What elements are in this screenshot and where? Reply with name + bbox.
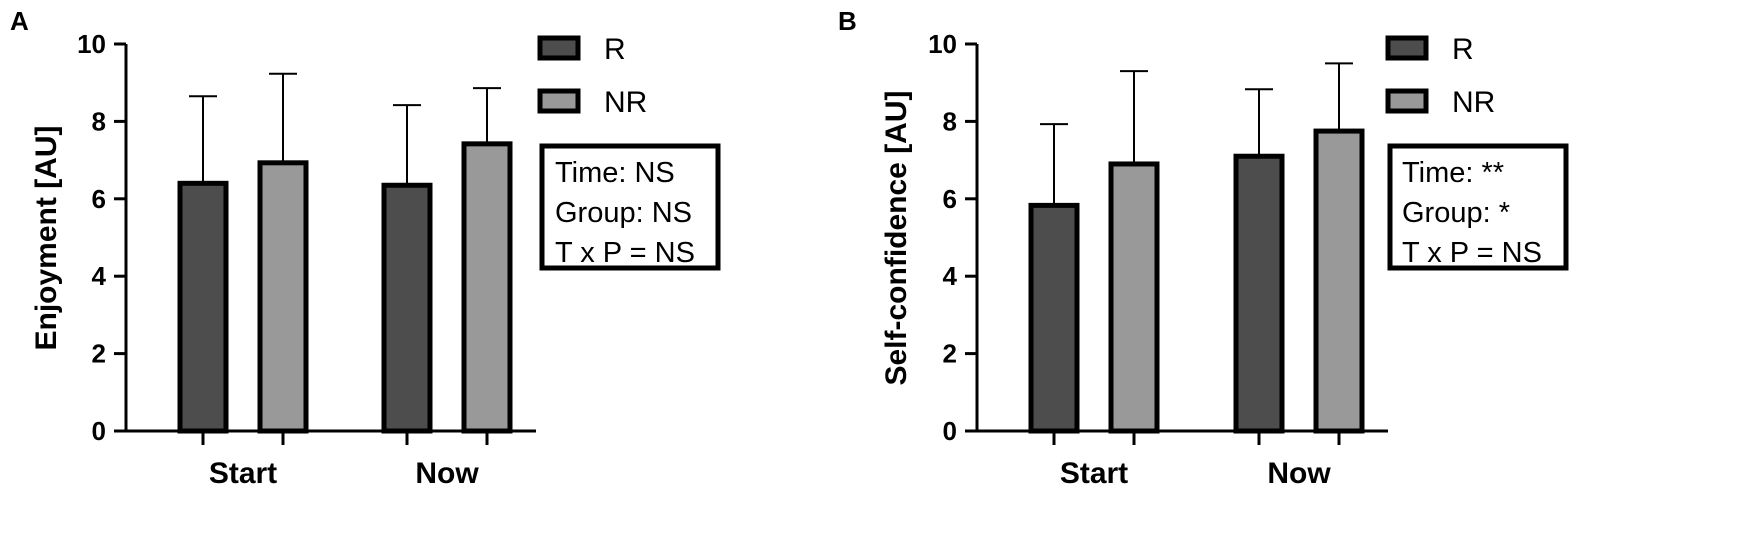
x-category-label: Now bbox=[1267, 457, 1331, 490]
bar-nr-start bbox=[1108, 161, 1160, 434]
y-tick-label: 0 bbox=[943, 416, 957, 446]
y-tick-label: 2 bbox=[92, 339, 106, 369]
chart-panel-b: B Self-confidence [AU] 0 2 4 6 8 10 Start Now R NR T… bbox=[838, 6, 1569, 490]
y-tick-label: 10 bbox=[77, 29, 106, 59]
panel-letter: B bbox=[838, 6, 857, 36]
y-tick-label: 8 bbox=[943, 106, 957, 136]
x-category-label: Now bbox=[415, 457, 479, 490]
bar-r-start bbox=[177, 180, 229, 434]
stats-line: Time: ** bbox=[1402, 157, 1504, 189]
y-tick-label: 8 bbox=[92, 106, 106, 136]
stats-line: T x P = NS bbox=[1402, 237, 1542, 269]
stats-line: Group: NS bbox=[555, 197, 692, 229]
stats-line: Time: NS bbox=[555, 157, 675, 189]
panel-letter: A bbox=[10, 6, 29, 36]
legend-swatch-nr bbox=[1385, 88, 1429, 114]
stats-box bbox=[539, 143, 721, 271]
legend-swatch-r bbox=[537, 35, 581, 61]
stats-line: Group: * bbox=[1402, 197, 1510, 229]
stats-line: T x P = NS bbox=[555, 237, 695, 269]
legend-label-r: R bbox=[1452, 33, 1474, 66]
y-tick-label: 4 bbox=[943, 261, 958, 291]
bar-nr-now bbox=[461, 141, 513, 434]
y-tick-label: 2 bbox=[943, 339, 957, 369]
bar-r-now bbox=[1233, 153, 1285, 434]
legend-label-nr: NR bbox=[604, 86, 647, 119]
x-category-label: Start bbox=[209, 457, 277, 490]
bar-nr-now bbox=[1313, 128, 1365, 434]
bar-r-now bbox=[381, 182, 433, 434]
y-axis-title: Enjoyment [AU] bbox=[30, 126, 63, 351]
stats-box bbox=[1387, 143, 1569, 271]
y-tick-label: 10 bbox=[928, 29, 957, 59]
y-tick-label: 6 bbox=[943, 184, 957, 214]
chart-panel-a: A Enjoyment [AU] 0 2 4 6 8 10 Start Now R NR Time: N… bbox=[10, 6, 721, 490]
y-tick-label: 0 bbox=[92, 416, 106, 446]
legend-label-nr: NR bbox=[1452, 86, 1495, 119]
y-axis-title: Self-confidence [AU] bbox=[880, 90, 913, 385]
bar-nr-start bbox=[257, 160, 309, 434]
y-tick-label: 4 bbox=[92, 261, 107, 291]
x-category-label: Start bbox=[1060, 457, 1128, 490]
bar-r-start bbox=[1028, 202, 1080, 434]
y-tick-label: 6 bbox=[92, 184, 106, 214]
legend-label-r: R bbox=[604, 33, 626, 66]
legend-swatch-r bbox=[1385, 35, 1429, 61]
legend-swatch-nr bbox=[537, 88, 581, 114]
